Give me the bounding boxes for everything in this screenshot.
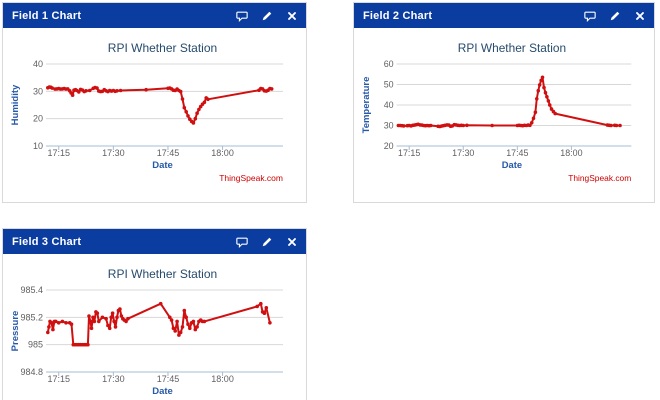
humidity-line-chart: 10 20 30 40 17:15 17:30 17:45 18:00 RPI Whether … xyxy=(10,41,283,183)
svg-text:Date: Date xyxy=(152,160,173,171)
svg-text:17:15: 17:15 xyxy=(47,148,70,158)
svg-text:17:45: 17:45 xyxy=(506,148,528,158)
field2-panel-header: Field 2 Chart xyxy=(354,3,654,28)
svg-text:984.8: 984.8 xyxy=(20,367,43,377)
svg-text:985.4: 985.4 xyxy=(20,285,43,295)
svg-text:Date: Date xyxy=(502,160,522,171)
svg-text:985.2: 985.2 xyxy=(20,312,43,322)
svg-text:Temperature: Temperature xyxy=(361,77,372,134)
svg-text:50: 50 xyxy=(384,79,394,89)
svg-text:ThingSpeak.com: ThingSpeak.com xyxy=(568,173,631,183)
svg-text:30: 30 xyxy=(384,120,394,130)
svg-text:Date: Date xyxy=(152,386,173,397)
comment-icon[interactable] xyxy=(584,10,596,22)
svg-text:Humidity: Humidity xyxy=(10,84,21,125)
svg-text:20: 20 xyxy=(33,114,43,124)
close-icon[interactable] xyxy=(286,10,298,22)
temperature-line-chart: 20 30 40 50 60 17:15 17:30 17:45 18:00 RPI Whethe… xyxy=(361,41,632,183)
field1-chart-panel: Field 1 Chart 10 20 30 40 17:15 17:30 17:45 18:… xyxy=(2,2,307,203)
field3-chart-body: 984.8 985 985.2 985.4 17:15 17:30 17:45 18:00 RP… xyxy=(3,254,306,400)
svg-text:17:30: 17:30 xyxy=(102,148,125,158)
panel-header-actions xyxy=(236,10,298,22)
svg-text:10: 10 xyxy=(33,141,43,151)
svg-text:18:00: 18:00 xyxy=(211,374,234,384)
field1-panel-header: Field 1 Chart xyxy=(3,3,306,28)
panel-title: Field 1 Chart xyxy=(12,9,82,22)
svg-text:30: 30 xyxy=(33,86,43,96)
svg-text:RPI Whether Station: RPI Whether Station xyxy=(458,41,566,55)
panel-title: Field 2 Chart xyxy=(363,9,433,22)
svg-text:985: 985 xyxy=(28,340,43,350)
close-icon[interactable] xyxy=(286,236,298,248)
edit-icon[interactable] xyxy=(609,10,621,22)
svg-text:18:00: 18:00 xyxy=(560,148,582,158)
svg-text:60: 60 xyxy=(384,59,394,69)
comment-icon[interactable] xyxy=(236,236,248,248)
svg-text:40: 40 xyxy=(33,59,43,69)
field3-chart-panel: Field 3 Chart 984.8 985 985.2 985.4 17:15 17:… xyxy=(2,228,307,400)
field1-chart-body: 10 20 30 40 17:15 17:30 17:45 18:00 RPI Whether … xyxy=(3,28,306,202)
svg-text:17:45: 17:45 xyxy=(157,374,180,384)
svg-text:17:45: 17:45 xyxy=(157,148,180,158)
svg-text:17:30: 17:30 xyxy=(102,374,125,384)
field2-chart-panel: Field 2 Chart 20 30 40 50 60 17:15 17:30 17:45 1… xyxy=(353,2,655,203)
svg-text:18:00: 18:00 xyxy=(211,148,234,158)
edit-icon[interactable] xyxy=(261,236,273,248)
edit-icon[interactable] xyxy=(261,10,273,22)
field3-panel-header: Field 3 Chart xyxy=(3,229,306,254)
svg-text:RPI Whether Station: RPI Whether Station xyxy=(108,41,217,55)
svg-text:ThingSpeak.com: ThingSpeak.com xyxy=(219,173,283,183)
svg-text:17:30: 17:30 xyxy=(452,148,474,158)
panel-header-actions xyxy=(236,236,298,248)
svg-text:RPI Whether Station: RPI Whether Station xyxy=(108,267,217,281)
svg-text:20: 20 xyxy=(384,141,394,151)
svg-text:Pressure: Pressure xyxy=(10,311,21,352)
pressure-line-chart: 984.8 985 985.2 985.4 17:15 17:30 17:45 18:00 RP… xyxy=(10,267,283,400)
field2-chart-body: 20 30 40 50 60 17:15 17:30 17:45 18:00 RPI Whethe… xyxy=(354,28,654,202)
panel-header-actions xyxy=(584,10,646,22)
svg-text:40: 40 xyxy=(384,100,394,110)
panel-title: Field 3 Chart xyxy=(12,235,82,248)
comment-icon[interactable] xyxy=(236,10,248,22)
close-icon[interactable] xyxy=(634,10,646,22)
svg-text:17:15: 17:15 xyxy=(47,374,70,384)
svg-text:17:15: 17:15 xyxy=(398,148,420,158)
